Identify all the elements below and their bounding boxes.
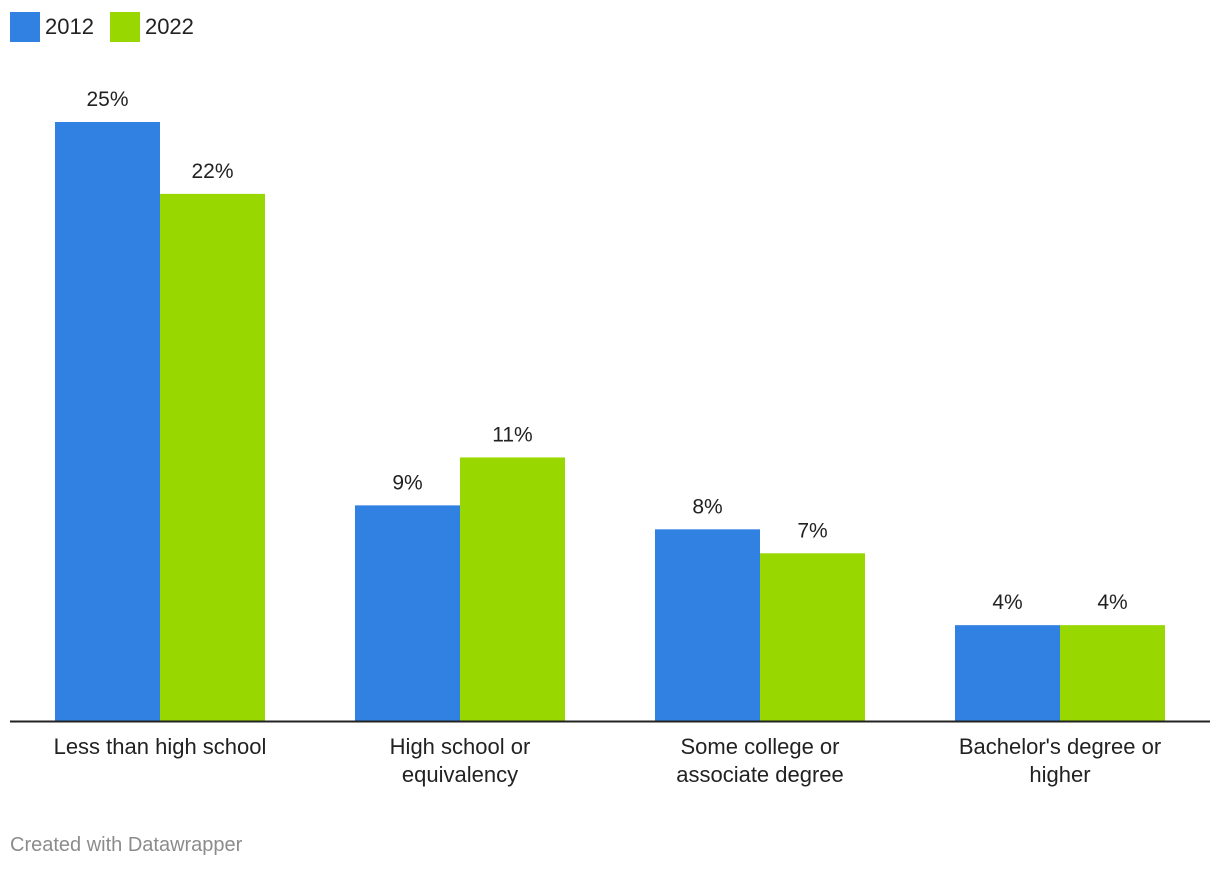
footer-credit: Created with Datawrapper: [10, 834, 243, 856]
bar-chart: 25% 22% Less than high school 9% 11% High sch…: [10, 88, 1210, 787]
category-label-1-line-1: equivalency: [402, 762, 518, 787]
data-label-2022-1: 11%: [492, 423, 532, 446]
data-label-2012-2: 8%: [692, 495, 722, 518]
data-label-2022-2: 7%: [797, 519, 827, 542]
legend-label-2022: 2022: [144, 14, 194, 39]
data-label-2022-3: 4%: [1097, 591, 1127, 614]
bar-2012-1: [355, 505, 460, 721]
chart-legend: 2012 2022: [10, 12, 210, 42]
category-label-2-line-0: Some college or: [681, 734, 840, 759]
legend-label-2012: 2012: [45, 14, 94, 39]
category-label-3-line-1: higher: [1029, 762, 1090, 787]
category-label-2-line-1: associate degree: [676, 762, 844, 787]
category-label-0-line-0: Less than high school: [54, 734, 267, 759]
bar-2012-2: [655, 529, 760, 721]
data-label-2012-0: 25%: [86, 88, 128, 111]
bar-2012-3: [955, 625, 1060, 721]
legend-item-2022: 2022: [109, 12, 194, 42]
data-label-2022-0: 22%: [191, 160, 233, 183]
bar-2022-2: [760, 553, 865, 721]
data-label-2012-3: 4%: [992, 591, 1022, 614]
bar-2012-0: [55, 122, 160, 721]
bar-2022-1: [460, 457, 565, 721]
bar-2022-3: [1060, 625, 1165, 721]
category-label-3-line-0: Bachelor's degree or: [959, 734, 1161, 759]
legend-swatch-2012: [10, 12, 40, 42]
data-label-2012-1: 9%: [392, 471, 422, 494]
legend-swatch-2022: [109, 12, 140, 42]
legend-item-2012: 2012: [10, 12, 94, 42]
category-label-1-line-0: High school or: [390, 734, 531, 759]
bar-2022-0: [160, 193, 265, 721]
